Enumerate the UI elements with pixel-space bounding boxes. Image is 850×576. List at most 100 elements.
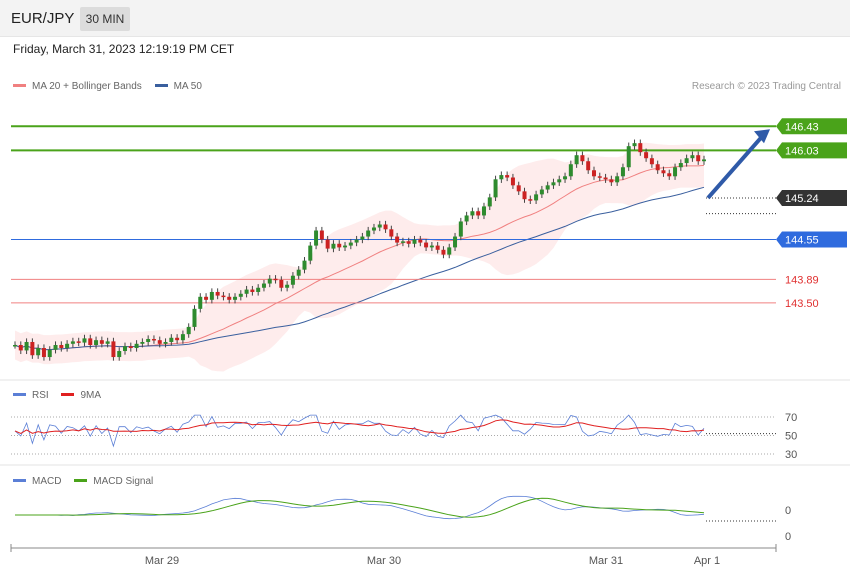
candle: [331, 243, 336, 249]
rsi-level-label-0: 70: [785, 412, 797, 424]
candle: [557, 179, 562, 183]
candle: [151, 338, 156, 341]
candle: [412, 239, 417, 244]
candle: [354, 239, 359, 243]
candle: [76, 341, 81, 343]
legend-swatch-9ma: [61, 392, 75, 396]
candle: [53, 345, 58, 350]
legend-item-macd: MACD: [13, 476, 61, 487]
candle: [273, 278, 278, 281]
candle: [105, 341, 110, 344]
candle: [395, 236, 400, 243]
candle: [591, 170, 596, 177]
candle: [175, 337, 180, 341]
x-tick-label-2: Mar 31: [589, 555, 623, 567]
candle: [678, 163, 683, 168]
legend-swatch-ma50: [154, 83, 168, 87]
candle: [673, 167, 678, 177]
x-tick-label-0: Mar 29: [145, 555, 179, 567]
level-tag-3: [776, 231, 847, 248]
candle: [586, 161, 591, 171]
macd-signal-line: [15, 497, 705, 518]
candle: [574, 155, 579, 165]
candle: [140, 341, 145, 344]
candle: [615, 176, 620, 183]
candle: [319, 230, 324, 240]
candle: [279, 279, 284, 288]
candle: [644, 152, 649, 159]
candle: [65, 343, 70, 349]
candle: [134, 343, 139, 349]
candle: [539, 189, 544, 195]
forecast-arrow-head: [754, 129, 770, 144]
candle: [568, 164, 573, 177]
candle: [285, 284, 290, 288]
candle: [458, 221, 463, 237]
candle: [429, 245, 434, 248]
candle: [233, 296, 238, 300]
candle: [250, 289, 255, 292]
level-label-0: 146.43: [785, 121, 819, 133]
candle: [453, 236, 458, 248]
candle: [24, 341, 29, 351]
candle: [244, 289, 249, 294]
candle: [192, 308, 197, 327]
rsi-line: [14, 414, 705, 448]
main-legend: MA 20 + Bollinger Bands MA 50: [13, 81, 202, 92]
symbol-label: EUR/JPY: [11, 10, 75, 27]
candle: [47, 349, 52, 358]
timeframe-button[interactable]: 30 MIN: [80, 7, 130, 31]
rsi-9ma-line: [14, 419, 705, 434]
candle: [661, 170, 666, 174]
candle: [690, 155, 695, 159]
macd-legend: MACD MACD Signal: [13, 476, 153, 487]
candle: [366, 230, 371, 237]
candle: [620, 167, 625, 177]
candle: [505, 175, 510, 178]
candle: [371, 227, 376, 231]
candle: [302, 260, 307, 270]
candle: [215, 291, 220, 296]
candle: [476, 211, 481, 216]
candle: [632, 143, 637, 147]
candle: [123, 346, 128, 352]
candle: [528, 199, 533, 201]
legend-item-9ma: 9MA: [61, 390, 101, 401]
candle: [424, 242, 429, 248]
legend-swatch-ma20: [13, 83, 26, 87]
candle: [308, 245, 313, 261]
candle: [163, 341, 168, 344]
candle: [510, 177, 515, 186]
credit-text: Research © 2023 Trading Central: [691, 81, 841, 92]
candle: [227, 296, 232, 300]
candle: [522, 191, 527, 200]
legend-item-rsi: RSI: [13, 390, 49, 401]
candle: [82, 338, 87, 343]
candle: [186, 326, 191, 335]
candle: [400, 241, 405, 243]
candle: [157, 340, 162, 344]
candle: [649, 158, 654, 165]
candle: [343, 245, 348, 248]
candle: [435, 245, 440, 250]
level-label-5: 143.50: [785, 298, 819, 310]
candle: [499, 175, 504, 180]
x-tick-label-1: Mar 30: [367, 555, 401, 567]
timestamp-label: Friday, March 31, 2023 12:19:19 PM CET: [13, 42, 235, 56]
candle: [534, 194, 539, 201]
candle: [99, 340, 104, 344]
legend-item-macd-signal: MACD Signal: [74, 476, 153, 487]
candle: [221, 295, 226, 298]
candle: [13, 345, 17, 347]
candle: [267, 278, 272, 284]
candle: [18, 345, 23, 351]
candle: [256, 287, 261, 292]
candle: [146, 338, 151, 342]
candle: [389, 229, 394, 237]
level-tag-2: [776, 189, 847, 206]
legend-swatch-rsi: [13, 392, 26, 396]
candle: [169, 337, 174, 342]
candle: [383, 224, 388, 230]
candle: [406, 241, 411, 244]
